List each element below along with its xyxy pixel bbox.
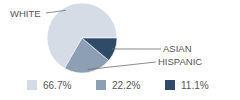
leader-line	[88, 62, 156, 70]
leader-line	[46, 10, 66, 13]
chart-container: WHITE HISPANIC ASIAN 66.7% 22.2% 11.1%	[0, 0, 240, 100]
legend-label: 22.2%	[112, 80, 140, 91]
pie-slice	[82, 38, 117, 60]
legend: 66.7% 22.2% 11.1%	[27, 80, 209, 91]
pie-chart: WHITE HISPANIC ASIAN 66.7% 22.2% 11.1%	[0, 0, 240, 100]
slice-label: HISPANIC	[158, 56, 202, 67]
legend-swatch	[96, 80, 106, 90]
slice-label: WHITE	[10, 8, 41, 19]
legend-swatch	[27, 80, 37, 90]
legend-swatch	[165, 80, 175, 90]
legend-label: 11.1%	[181, 80, 209, 91]
legend-label: 66.7%	[43, 80, 71, 91]
leader-line	[112, 48, 161, 49]
slices	[47, 3, 117, 73]
slice-label: ASIAN	[163, 43, 192, 54]
slice-labels: WHITE HISPANIC ASIAN	[10, 8, 202, 70]
